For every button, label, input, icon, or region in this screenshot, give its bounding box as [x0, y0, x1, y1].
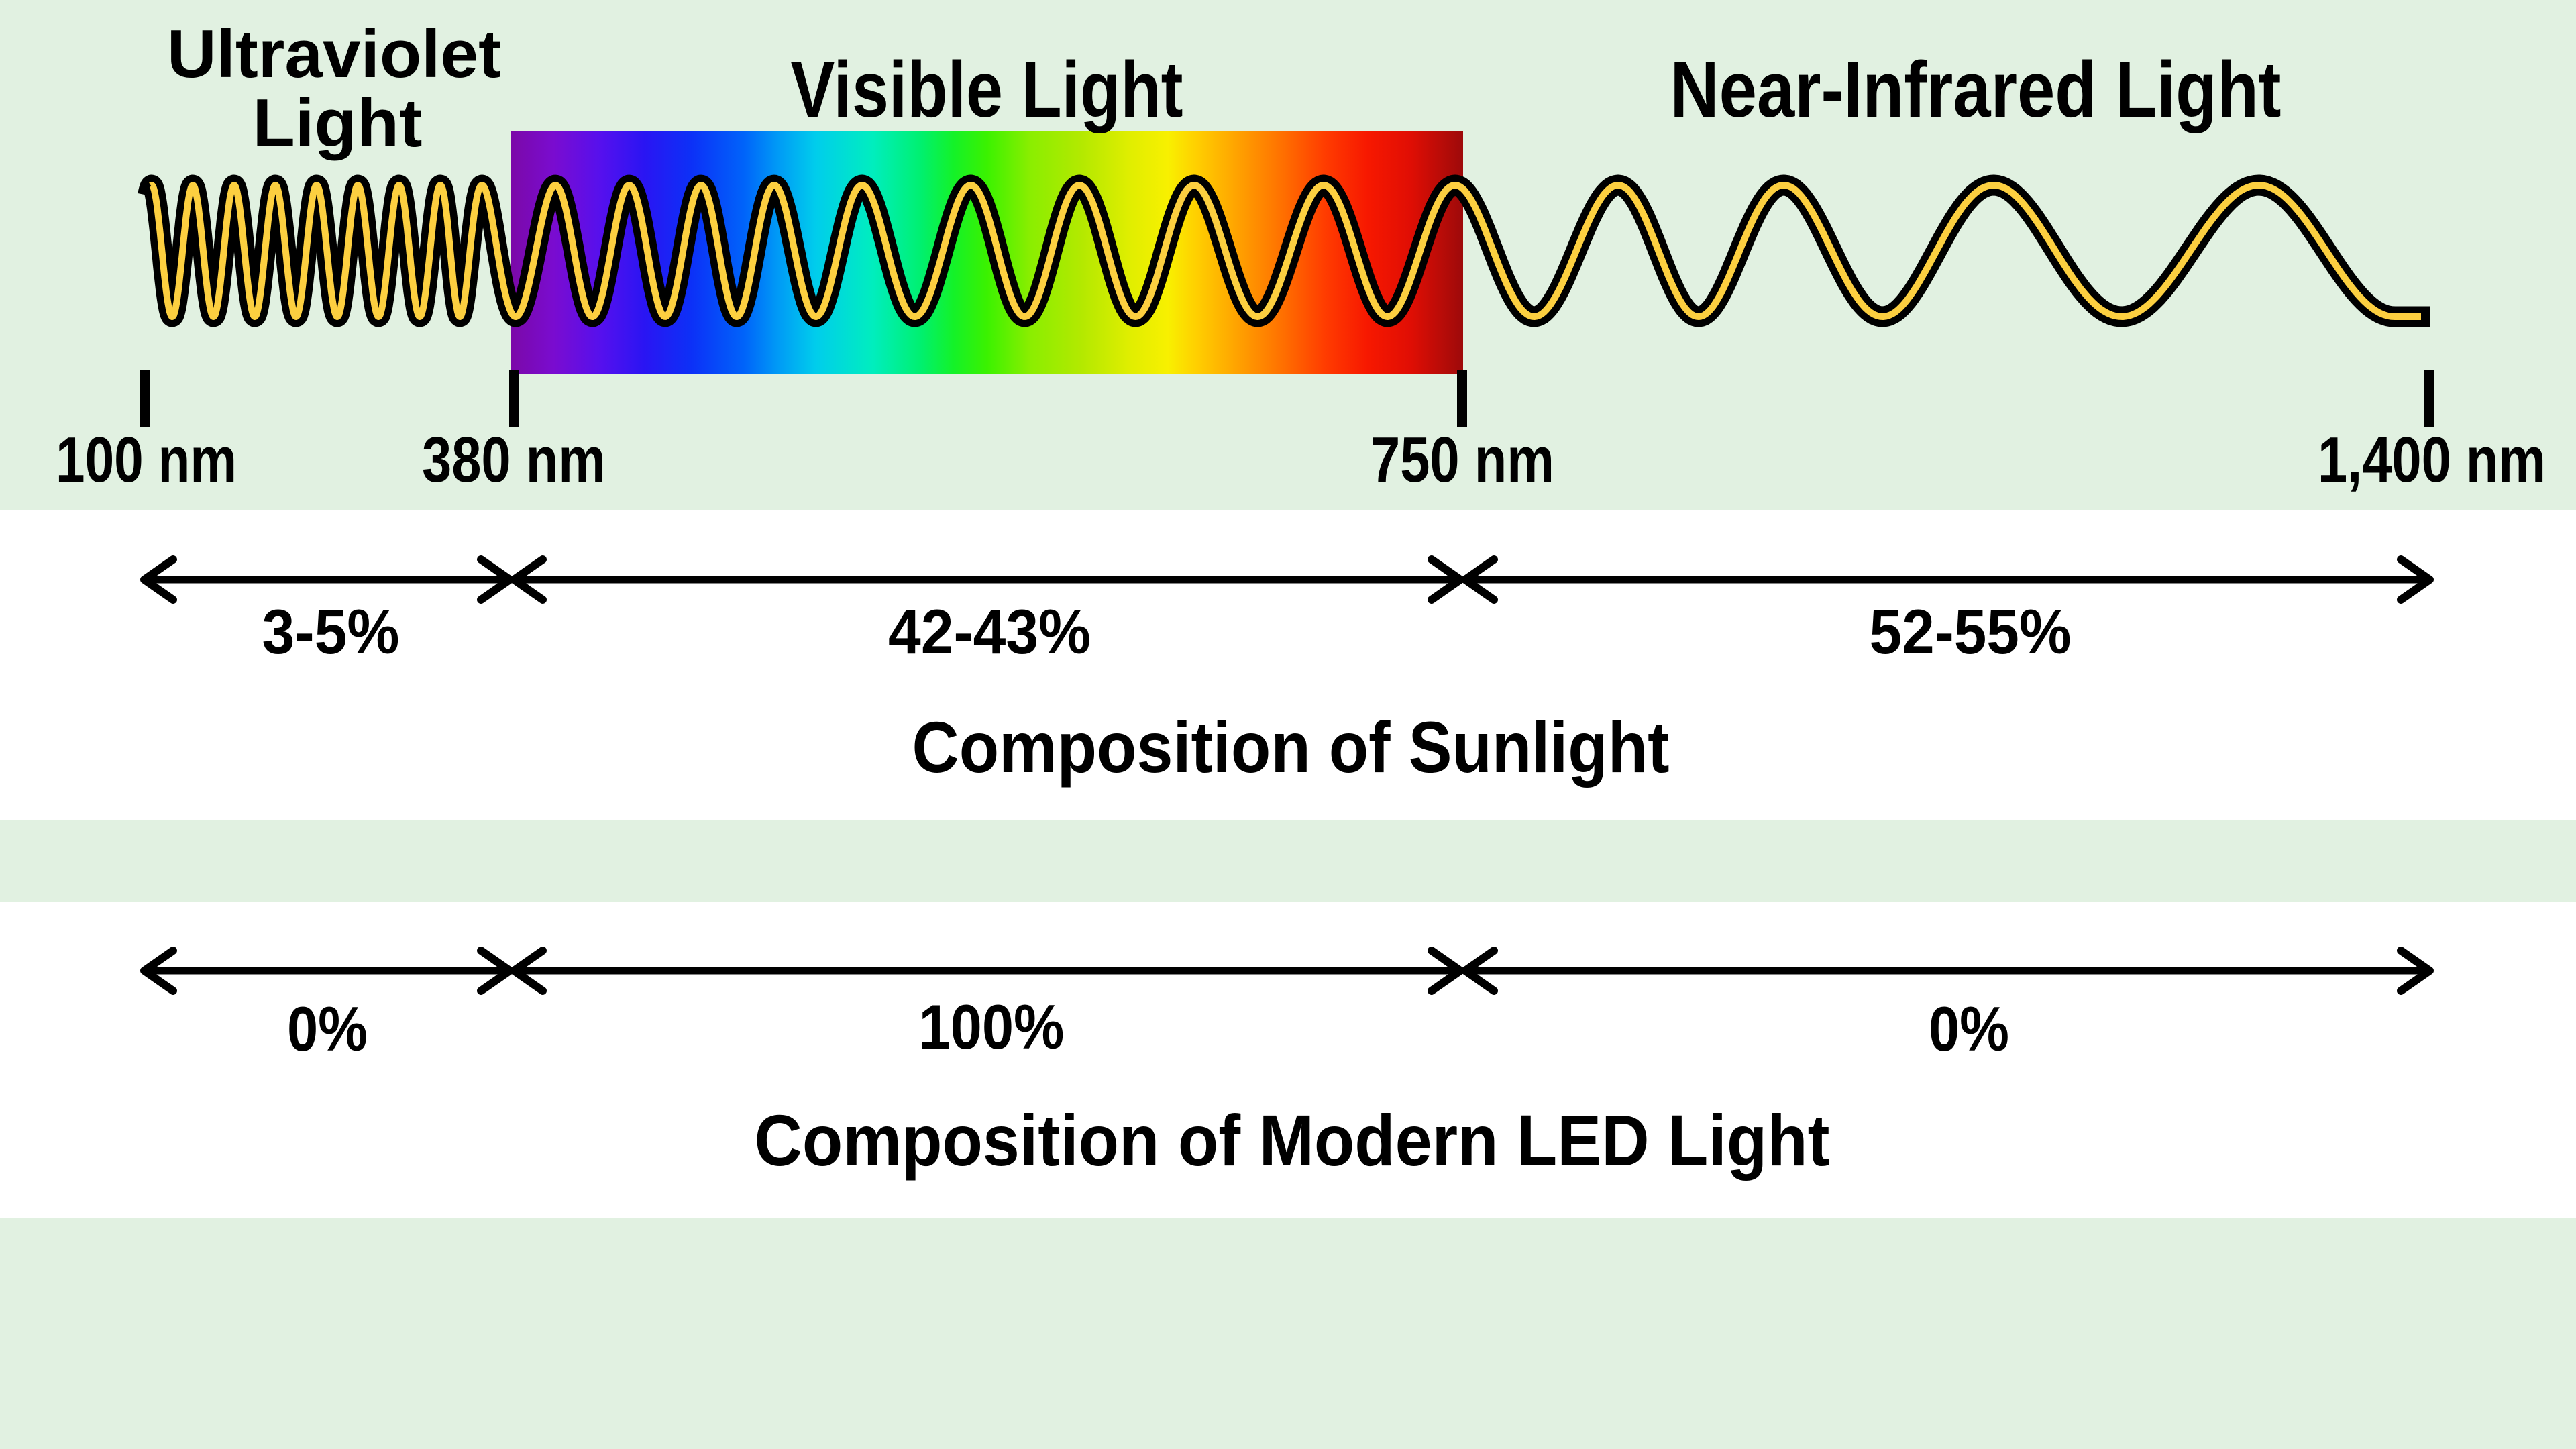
svg-text:380 nm: 380 nm: [422, 424, 606, 496]
svg-text:42-43%: 42-43%: [888, 596, 1091, 667]
svg-text:0%: 0%: [1929, 994, 2009, 1064]
svg-text:3-5%: 3-5%: [262, 596, 400, 667]
svg-text:0%: 0%: [287, 994, 368, 1064]
svg-text:52-55%: 52-55%: [1870, 596, 2072, 667]
svg-text:Near-Infrared Light: Near-Infrared Light: [1670, 46, 2282, 134]
svg-text:Composition of Modern LED Ligh: Composition of Modern LED Light: [755, 1099, 1830, 1181]
svg-text:100%: 100%: [919, 991, 1065, 1062]
svg-text:Ultraviolet: Ultraviolet: [167, 17, 501, 92]
svg-text:Composition of Sunlight: Composition of Sunlight: [912, 706, 1670, 788]
svg-text:Light: Light: [253, 86, 423, 161]
svg-text:750 nm: 750 nm: [1371, 424, 1554, 496]
svg-text:100 nm: 100 nm: [56, 424, 237, 496]
svg-text:1,400 nm: 1,400 nm: [2318, 424, 2546, 496]
svg-text:Visible Light: Visible Light: [791, 46, 1183, 134]
